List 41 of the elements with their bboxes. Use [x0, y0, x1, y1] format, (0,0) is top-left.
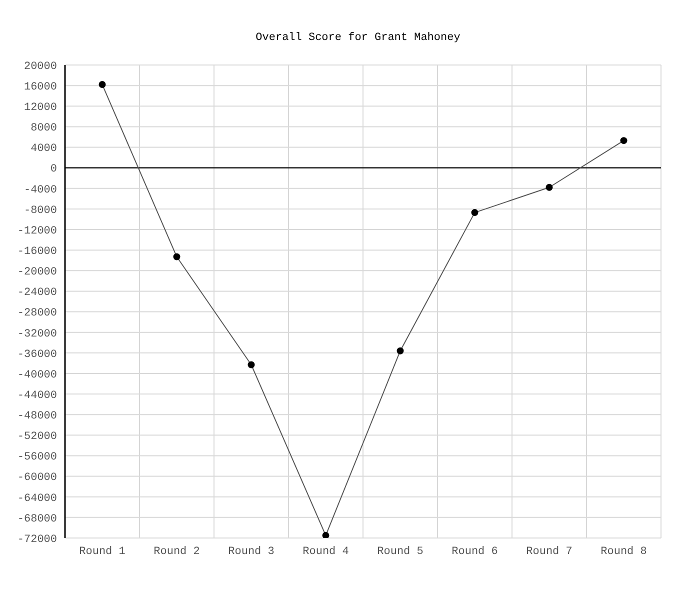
y-tick-label: 12000 [24, 102, 57, 114]
y-tick-label: -60000 [17, 472, 57, 484]
y-tick-label: 8000 [30, 122, 57, 135]
x-tick-label: Round 1 [79, 546, 126, 558]
x-tick-label: Round 4 [302, 546, 350, 558]
point [396, 347, 404, 354]
y-tick-label: -8000 [24, 204, 57, 217]
y-tick-label: 4000 [30, 143, 57, 156]
point [98, 81, 106, 88]
y-tick-label: -44000 [17, 390, 57, 402]
y-tick-label: 16000 [24, 81, 57, 94]
y-tick-label: -64000 [17, 492, 57, 505]
point [620, 137, 628, 144]
x-tick-label: Round 5 [377, 546, 424, 558]
y-tick-label: -4000 [24, 184, 57, 196]
y-tick-label: -56000 [17, 452, 57, 464]
y-tick-label: -28000 [17, 308, 57, 320]
point [173, 253, 180, 260]
point [248, 361, 255, 368]
y-tick-label: -16000 [17, 246, 57, 258]
x-tick-label: Round 2 [154, 546, 200, 558]
y-tick-label: -72000 [17, 534, 57, 546]
x-tick-label: Round 3 [228, 546, 274, 558]
y-tick-label: -20000 [17, 266, 57, 279]
y-tick-label: -48000 [17, 410, 57, 423]
y-tick-label: -32000 [17, 328, 57, 340]
y-tick-label: -40000 [17, 369, 57, 382]
x-tick-label: Round 8 [600, 546, 647, 558]
y-tick-label: -36000 [17, 348, 57, 361]
y-tick-label: -24000 [17, 287, 57, 300]
point [471, 209, 478, 216]
chart-title: Overall Score for Grant Mahoney [254, 32, 462, 44]
y-tick-label: -52000 [17, 431, 57, 444]
y-tick-label: 0 [50, 164, 57, 176]
point [322, 532, 330, 538]
point [546, 184, 553, 191]
x-tick-label: Round 6 [452, 546, 498, 558]
y-tick-label: 20000 [24, 60, 57, 73]
x-tick-label: Round 7 [526, 546, 572, 558]
y-tick-label: -12000 [17, 225, 57, 238]
y-tick-label: -68000 [17, 513, 57, 526]
